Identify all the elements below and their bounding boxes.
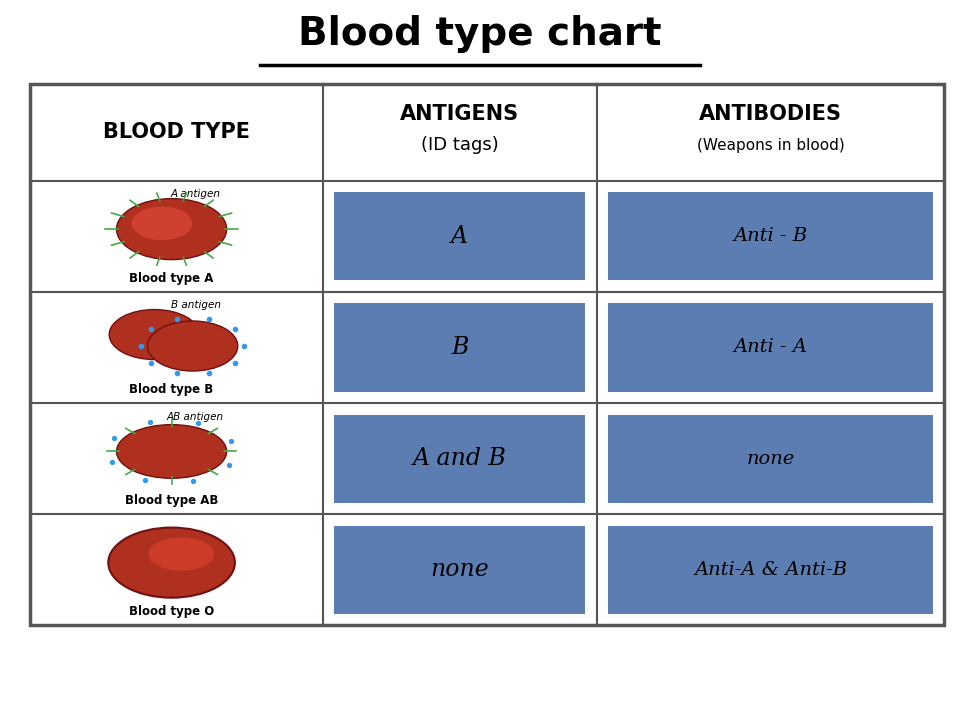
Ellipse shape [108, 528, 235, 598]
Bar [609, 192, 933, 280]
Bar [334, 415, 586, 503]
Bar [609, 303, 933, 392]
Text: none: none [747, 449, 795, 467]
Ellipse shape [116, 199, 227, 260]
Text: Blood type chart: Blood type chart [299, 14, 661, 53]
Text: A: A [451, 225, 468, 248]
Text: B: B [451, 336, 468, 359]
Text: ANTIBODIES: ANTIBODIES [699, 104, 842, 125]
Bar [609, 526, 933, 614]
Bar [334, 526, 586, 614]
Ellipse shape [109, 310, 200, 359]
Text: (ID tags): (ID tags) [420, 136, 498, 154]
Ellipse shape [116, 425, 227, 478]
Text: B antigen: B antigen [171, 300, 221, 310]
Bar [334, 192, 586, 280]
Text: (Weapons in blood): (Weapons in blood) [697, 138, 845, 153]
Bar [334, 303, 586, 392]
Text: Blood type B: Blood type B [130, 383, 214, 396]
Ellipse shape [148, 537, 214, 571]
Text: Blood type AB: Blood type AB [125, 494, 218, 507]
Text: none: none [430, 558, 490, 581]
Text: Blood type O: Blood type O [129, 606, 214, 618]
Text: ANTIGENS: ANTIGENS [400, 104, 519, 125]
Text: A and B: A and B [413, 447, 507, 470]
Bar [609, 415, 933, 503]
Text: BLOOD TYPE: BLOOD TYPE [103, 122, 250, 143]
Text: A antigen: A antigen [171, 189, 221, 199]
Bar [30, 84, 945, 626]
Text: AB antigen: AB antigen [167, 412, 224, 422]
Text: Blood type A: Blood type A [130, 271, 214, 284]
Text: Anti - B: Anti - B [733, 228, 807, 246]
Text: Anti-A & Anti-B: Anti-A & Anti-B [694, 561, 847, 579]
Ellipse shape [132, 207, 192, 240]
Ellipse shape [148, 321, 238, 371]
Text: Anti - A: Anti - A [733, 338, 807, 356]
